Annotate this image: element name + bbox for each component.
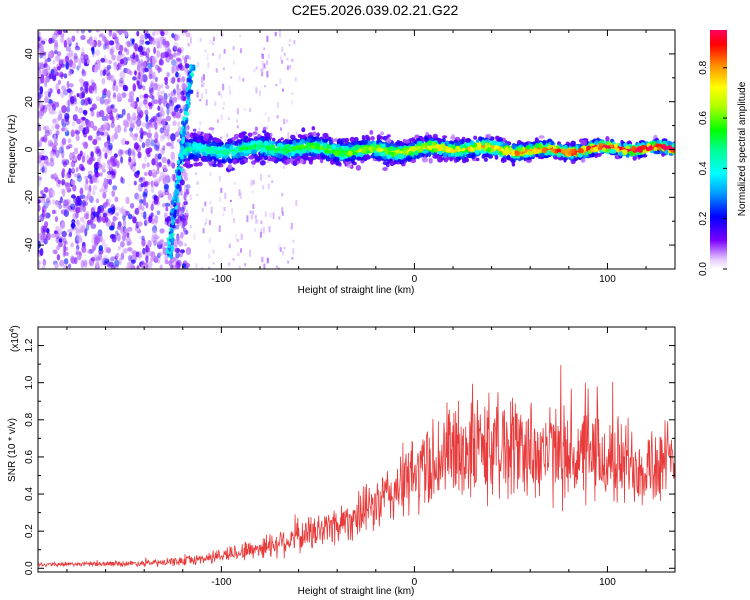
spectrogram-y-tick-label: 0: [24, 146, 35, 152]
spectrogram-x-label: Height of straight line (km): [298, 285, 415, 296]
snr-y-tick-label: 0.2: [24, 524, 35, 538]
spectrogram-x-tick-label: 0: [412, 274, 418, 285]
snr-y-tick-label: 1.0: [24, 375, 35, 389]
colorbar-tick-label: 0.4: [698, 161, 709, 175]
snr-x-label: Height of straight line (km): [298, 586, 415, 597]
snr-scale-factor: (x104): [9, 325, 21, 352]
spectrogram-y-label: Frequency (Hz): [7, 115, 18, 184]
spectrogram-y-tick-label: -40: [24, 237, 35, 252]
spectrogram-axes: -100 0 100 -40 -20 0 20 40: [24, 29, 675, 285]
snr-scale-label: (x10: [10, 332, 21, 352]
spectrogram-x-tick-label: -100: [211, 274, 231, 285]
noise-cells: [38, 30, 192, 269]
snr-panel: -100 0 100 0.0 0.2 0.4 0.6 0.8 1.0 1.2 Height of …: [7, 325, 676, 597]
snr-y-label: SNR (10 * v/v): [7, 418, 18, 482]
spectrogram-x-tick-label: 100: [599, 274, 616, 285]
colorbar-tick-label: 0.8: [698, 60, 709, 74]
spectrogram-y-tick-label: 20: [24, 96, 35, 108]
snr-axes: -100 0 100 0.0 0.2 0.4 0.6 0.8 1.0 1.2: [24, 326, 675, 588]
colorbar-gradient: [710, 30, 727, 269]
colorbar-label: Normalized spectral amplitude: [737, 81, 748, 216]
snr-y-tick-label: 1.2: [24, 338, 35, 352]
spectrogram-plot-area: [38, 30, 675, 269]
colorbar-tick-label: 0.6: [698, 111, 709, 125]
snr-y-tick-label: 0.6: [24, 450, 35, 464]
snr-x-tick-label: -100: [211, 577, 231, 588]
snr-x-tick-label: 0: [412, 577, 418, 588]
svg-text:(x104): (x104): [9, 325, 21, 352]
colorbar-ticks: 0.0 0.2 0.4 0.6 0.8: [698, 60, 727, 276]
colorbar: 0.0 0.2 0.4 0.6 0.8 Normalized spectral ampl…: [698, 30, 748, 276]
colorbar-tick-label: 0.2: [698, 211, 709, 225]
carrier-line: [179, 126, 675, 173]
snr-y-tick-label: 0.4: [24, 487, 35, 501]
snr-x-tick-label: 100: [599, 577, 616, 588]
colorbar-tick-label: 0.0: [698, 262, 709, 276]
snr-scale-exponent: 4: [9, 329, 16, 333]
spectrogram-panel: -100 0 100 -40 -20 0 20 40 Height of straight l…: [7, 29, 676, 296]
chirp-trace: [165, 64, 197, 260]
snr-y-tick-label: 0.8: [24, 412, 35, 426]
spectrogram-y-tick-label: -20: [24, 190, 35, 205]
figure-title: C2E5.2026.039.02.21.G22: [292, 2, 459, 18]
snr-frame: [37, 326, 676, 573]
snr-series-line: [38, 364, 675, 568]
snr-y-tick-label: 0.0: [24, 561, 35, 575]
snr-plot-area: [38, 364, 675, 568]
spectrogram-y-tick-label: 40: [24, 48, 35, 60]
